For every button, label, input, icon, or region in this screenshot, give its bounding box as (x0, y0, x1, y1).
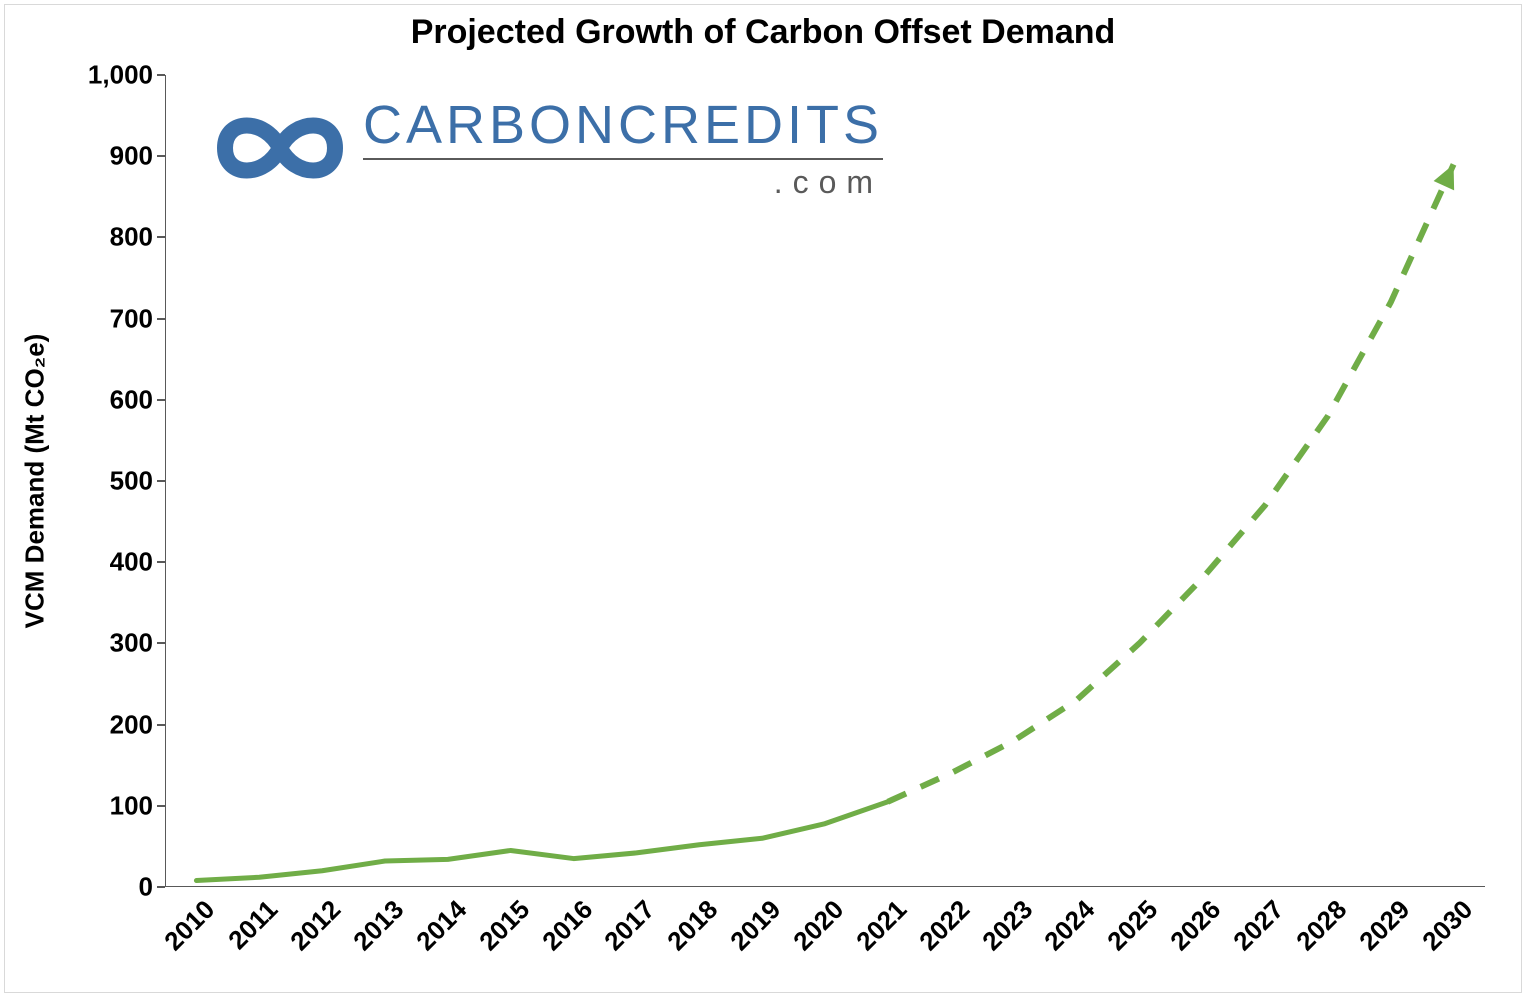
x-tick-label: 2023 (976, 894, 1039, 957)
y-tick-mark (157, 318, 165, 320)
carbon-credits-logo: CARBONCREDITS .com (185, 93, 883, 203)
x-tick-label: 2024 (1039, 894, 1102, 957)
x-tick-label: 2021 (850, 894, 913, 957)
y-tick-mark (157, 155, 165, 157)
x-tick-label: 2015 (473, 894, 536, 957)
x-tick-label: 2027 (1227, 894, 1290, 957)
chart-frame: Projected Growth of Carbon Offset Demand… (4, 4, 1522, 993)
x-tick-label: 2026 (1164, 894, 1227, 957)
x-tick-label: 2017 (599, 894, 662, 957)
y-tick-label: 800 (110, 222, 153, 253)
y-tick-label: 900 (110, 141, 153, 172)
y-tick-mark (157, 236, 165, 238)
y-tick-label: 0 (139, 872, 153, 903)
logo-text-stack: CARBONCREDITS .com (363, 98, 883, 198)
y-tick-label: 300 (110, 628, 153, 659)
y-tick-mark (157, 642, 165, 644)
x-tick-label: 2016 (536, 894, 599, 957)
infinity-icon (185, 93, 345, 203)
y-tick-label: 1,000 (88, 60, 153, 91)
logo-text-main: CARBONCREDITS (363, 98, 883, 152)
x-tick-label: 2028 (1290, 894, 1353, 957)
x-tick-label: 2013 (347, 894, 410, 957)
x-tick-label: 2019 (724, 894, 787, 957)
y-tick-mark (157, 480, 165, 482)
x-tick-label: 2012 (284, 894, 347, 957)
y-tick-mark (157, 805, 165, 807)
logo-text-sub: .com (363, 166, 883, 198)
x-tick-label: 2018 (661, 894, 724, 957)
y-tick-label: 500 (110, 466, 153, 497)
y-tick-label: 400 (110, 547, 153, 578)
x-tick-label: 2014 (410, 894, 473, 957)
x-tick-label: 2020 (787, 894, 850, 957)
y-tick-label: 600 (110, 384, 153, 415)
y-tick-label: 200 (110, 709, 153, 740)
y-tick-mark (157, 74, 165, 76)
logo-divider (363, 158, 883, 160)
x-tick-label: 2011 (222, 894, 284, 956)
y-tick-label: 700 (110, 303, 153, 334)
y-tick-mark (157, 886, 165, 888)
x-tick-label: 2029 (1353, 894, 1416, 957)
x-tick-label: 2025 (1101, 894, 1164, 957)
y-tick-label: 100 (110, 790, 153, 821)
y-tick-mark (157, 399, 165, 401)
x-tick-label: 2030 (1416, 894, 1479, 957)
y-tick-mark (157, 561, 165, 563)
y-tick-mark (157, 724, 165, 726)
x-tick-label: 2022 (913, 894, 976, 957)
chart-title: Projected Growth of Carbon Offset Demand (5, 13, 1521, 52)
x-tick-label: 2010 (159, 894, 222, 957)
y-axis-title: VCM Demand (Mt CO₂e) (20, 334, 51, 629)
